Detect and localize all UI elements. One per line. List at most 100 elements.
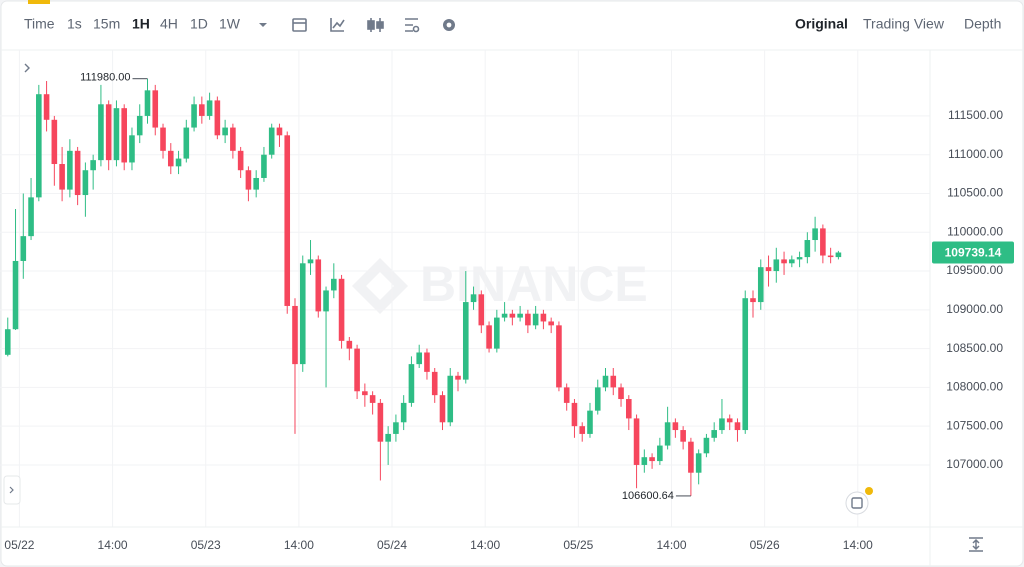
candle-body: [299, 263, 306, 365]
candle-body: [711, 430, 717, 438]
candle-body: [369, 395, 376, 403]
interval-button[interactable]: 1H: [132, 16, 150, 32]
candle-body: [796, 257, 803, 260]
candle-body: [579, 426, 586, 434]
candle-body: [268, 127, 275, 155]
y-tick-label: 110000.00: [947, 224, 1003, 238]
candle-body: [494, 317, 500, 349]
y-tick-label: 108500.00: [946, 341, 1003, 355]
side-toggle-arrow: [9, 486, 14, 494]
indicator-icon[interactable]: [330, 18, 345, 32]
candle-body: [757, 267, 764, 303]
candle-body: [633, 418, 640, 465]
candle-body: [447, 375, 454, 423]
watermark: BINANCE: [420, 256, 648, 312]
candle-body: [136, 115, 143, 136]
candle-body: [470, 294, 477, 303]
high-label: 111980.00: [80, 72, 130, 84]
candle-body: [664, 422, 671, 446]
last-price-badge: [932, 241, 1014, 264]
candle-body: [804, 240, 811, 258]
candle-body: [175, 158, 182, 167]
candle-body: [431, 371, 438, 396]
candle-body: [167, 150, 174, 167]
interval-button[interactable]: Time: [24, 16, 55, 32]
candle-body: [695, 453, 702, 473]
y-tick-label: 110500.00: [947, 186, 1003, 200]
candle-body: [315, 259, 322, 312]
candle-body: [323, 290, 329, 312]
candle-body: [408, 364, 415, 403]
candle-body: [765, 267, 772, 272]
candle-body: [602, 375, 609, 388]
candle-body: [657, 445, 663, 462]
candle-body: [129, 135, 135, 163]
candle-body: [672, 422, 679, 431]
candle-type-icon[interactable]: [367, 18, 384, 32]
candle-body: [462, 302, 469, 380]
candle-body: [59, 164, 65, 190]
candle-body: [222, 127, 228, 136]
candle-body: [82, 170, 89, 196]
y-tick-label: 107000.00: [946, 457, 1003, 471]
candle-body: [618, 387, 624, 400]
candle-body: [12, 260, 19, 330]
x-tick-label: 05/23: [191, 538, 221, 552]
candle-body: [610, 375, 617, 388]
candle-body: [20, 236, 27, 261]
low-label: 106600.64: [622, 490, 674, 502]
x-tick-label: 05/26: [750, 538, 780, 552]
candle-body: [191, 104, 197, 128]
candle-body: [455, 375, 461, 380]
candle-body: [625, 399, 632, 419]
settings-icon[interactable]: [443, 19, 455, 31]
candle-body: [594, 387, 601, 411]
watermark-logo: [352, 258, 408, 314]
candle-body: [354, 348, 360, 392]
interval-button[interactable]: 1W: [219, 16, 241, 32]
layout-icon[interactable]: [405, 18, 420, 33]
candle-body: [152, 90, 159, 128]
candle-body: [835, 252, 842, 258]
interval-button[interactable]: 1s: [67, 16, 82, 32]
candle-body: [649, 457, 655, 462]
fit-button[interactable]: [969, 537, 983, 552]
candle-body: [98, 104, 104, 161]
candle-body: [113, 108, 120, 161]
candle-body: [688, 441, 694, 473]
candle-body: [214, 100, 221, 136]
candle-body: [525, 313, 531, 326]
candle-body: [43, 94, 50, 120]
candle-body: [532, 313, 539, 326]
expand-arrow[interactable]: [24, 63, 30, 73]
candle-body: [703, 437, 710, 454]
candle-body: [276, 127, 283, 136]
interval-button[interactable]: 15m: [93, 16, 120, 32]
more-intervals-caret[interactable]: [259, 23, 267, 27]
x-tick-label: 14:00: [843, 538, 873, 552]
candle-body: [36, 94, 42, 198]
candle-body: [183, 127, 190, 159]
y-tick-label: 107500.00: [946, 418, 1003, 432]
candle-body: [90, 160, 96, 171]
side-toggle[interactable]: [3, 475, 21, 505]
candle-body: [400, 402, 407, 423]
candle-body: [253, 177, 259, 190]
candle-body: [144, 90, 151, 116]
candle-body: [4, 329, 11, 355]
interval-button[interactable]: 1D: [190, 16, 208, 32]
candle-body: [680, 430, 686, 442]
chat-bubble-button[interactable]: [845, 487, 873, 515]
candle-body: [346, 340, 353, 349]
candle-body: [726, 418, 733, 423]
y-tick-label: 109000.00: [946, 302, 1003, 316]
view-tab[interactable]: Original: [795, 16, 848, 32]
candle-body: [501, 313, 508, 318]
interval-button[interactable]: 4H: [160, 16, 178, 32]
candle-body: [812, 228, 818, 241]
view-tab[interactable]: Depth: [964, 16, 1001, 32]
view-tab[interactable]: Trading View: [863, 16, 945, 32]
candle-body: [742, 298, 749, 431]
candle-body: [261, 154, 267, 178]
calendar-icon[interactable]: [292, 18, 307, 32]
